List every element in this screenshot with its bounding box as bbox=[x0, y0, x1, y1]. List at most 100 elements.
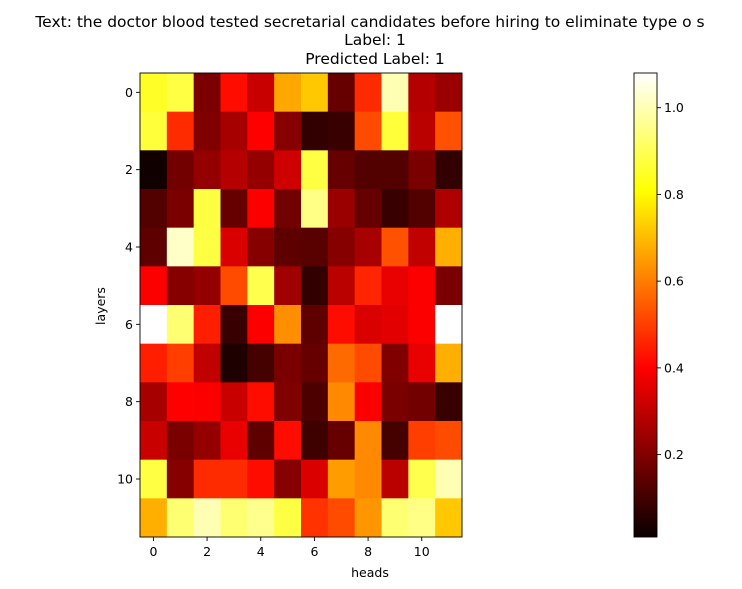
heatmap-cell bbox=[408, 189, 436, 229]
heatmap-cell bbox=[274, 227, 302, 267]
heatmap-cell bbox=[193, 459, 221, 499]
heatmap-cell bbox=[435, 189, 463, 229]
x-tick-label: 8 bbox=[364, 544, 372, 559]
heatmap-cell bbox=[220, 498, 248, 538]
y-tick-label: 6 bbox=[125, 317, 133, 332]
heatmap-cell bbox=[247, 73, 275, 113]
heatmap-cell bbox=[301, 150, 329, 190]
heatmap-cell bbox=[166, 150, 195, 190]
heatmap-cell bbox=[220, 421, 248, 461]
heatmap-cell bbox=[140, 73, 168, 113]
heatmap-cell bbox=[435, 150, 463, 190]
heatmap-cell bbox=[247, 305, 275, 345]
heatmap-cell bbox=[381, 73, 409, 113]
heatmap-cell bbox=[193, 111, 221, 151]
heatmap-cell bbox=[220, 150, 248, 190]
heatmap-cell bbox=[166, 459, 195, 499]
heatmap-cell bbox=[247, 266, 275, 306]
x-axis-ticks: 0 2 4 6 8 10 bbox=[149, 537, 430, 559]
heatmap-cell bbox=[193, 498, 221, 538]
heatmap-cell bbox=[381, 382, 409, 422]
y-tick-label: 10 bbox=[117, 472, 133, 487]
heatmap-cell bbox=[408, 305, 436, 345]
y-tick-label: 8 bbox=[125, 394, 133, 409]
y-tick-label: 2 bbox=[125, 162, 133, 177]
heatmap-cell bbox=[166, 266, 195, 306]
heatmap-cell bbox=[408, 73, 436, 113]
heatmap-cell bbox=[247, 227, 275, 267]
heatmap-cell bbox=[381, 421, 409, 461]
title-line-predicted: Predicted Label: 1 bbox=[305, 50, 445, 68]
heatmap-cell bbox=[327, 382, 356, 422]
heatmap-cell bbox=[408, 266, 436, 306]
plot-frame bbox=[139, 72, 463, 538]
heatmap-cell bbox=[140, 189, 168, 229]
heatmap-cell bbox=[140, 498, 168, 538]
x-tick-label: 0 bbox=[149, 544, 157, 559]
heatmap-cell bbox=[435, 421, 463, 461]
heatmap-cell bbox=[193, 421, 221, 461]
heatmap-cell bbox=[381, 266, 409, 306]
heatmap-cell bbox=[140, 150, 168, 190]
heatmap-cell bbox=[247, 150, 275, 190]
heatmap-cell bbox=[408, 459, 436, 499]
heatmap-cell bbox=[193, 266, 221, 306]
heatmap-cell bbox=[274, 421, 302, 461]
heatmap-cell bbox=[140, 343, 168, 383]
heatmap-cell bbox=[381, 150, 409, 190]
heatmap-cell bbox=[166, 111, 195, 151]
heatmap-cell bbox=[435, 305, 463, 345]
heatmap-cell bbox=[247, 189, 275, 229]
heatmap-cell bbox=[435, 266, 463, 306]
heatmap-cell bbox=[301, 343, 329, 383]
heatmap-cell bbox=[166, 189, 195, 229]
heatmap-cell bbox=[301, 266, 329, 306]
heatmap-cell bbox=[381, 343, 409, 383]
heatmap-cell bbox=[354, 305, 382, 345]
heatmap-cell bbox=[327, 343, 356, 383]
heatmap-cell bbox=[381, 305, 409, 345]
heatmap-cell bbox=[140, 421, 168, 461]
x-tick-label: 10 bbox=[414, 544, 430, 559]
heatmap-cell bbox=[193, 150, 221, 190]
heatmap-cell bbox=[166, 343, 195, 383]
heatmap-cell bbox=[301, 111, 329, 151]
heatmap-cells bbox=[140, 73, 463, 538]
y-tick-label: 4 bbox=[125, 240, 133, 255]
heatmap-cell bbox=[354, 498, 382, 538]
heatmap-cell bbox=[435, 459, 463, 499]
heatmap-cell bbox=[220, 343, 248, 383]
heatmap-cell bbox=[301, 73, 329, 113]
heatmap-cell bbox=[220, 227, 248, 267]
heatmap-cell bbox=[301, 498, 329, 538]
heatmap-cell bbox=[166, 73, 195, 113]
heatmap-cell bbox=[193, 305, 221, 345]
heatmap-cell bbox=[354, 459, 382, 499]
heatmap-cell bbox=[327, 73, 356, 113]
heatmap-cell bbox=[247, 459, 275, 499]
y-axis-ticks: 0 2 4 6 8 10 bbox=[117, 85, 140, 487]
heatmap-cell bbox=[435, 73, 463, 113]
heatmap-cell bbox=[408, 150, 436, 190]
y-tick-label: 0 bbox=[125, 85, 133, 100]
heatmap-cell bbox=[435, 111, 463, 151]
heatmap-cell bbox=[327, 459, 356, 499]
heatmap-cell bbox=[166, 498, 195, 538]
colorbar-tick-label: 0.6 bbox=[664, 274, 684, 289]
heatmap-cell bbox=[220, 111, 248, 151]
heatmap-cell bbox=[220, 459, 248, 499]
heatmap-cell bbox=[408, 498, 436, 538]
heatmap-cell bbox=[301, 189, 329, 229]
heatmap-cell bbox=[408, 382, 436, 422]
heatmap-cell bbox=[166, 227, 195, 267]
heatmap-cell bbox=[327, 150, 356, 190]
heatmap-cell bbox=[220, 305, 248, 345]
heatmap-cell bbox=[193, 343, 221, 383]
heatmap-cell bbox=[247, 498, 275, 538]
heatmap-cell bbox=[435, 382, 463, 422]
heatmap-cell bbox=[327, 189, 356, 229]
heatmap-cell bbox=[274, 498, 302, 538]
x-tick-label: 4 bbox=[257, 544, 265, 559]
heatmap-cell bbox=[381, 111, 409, 151]
